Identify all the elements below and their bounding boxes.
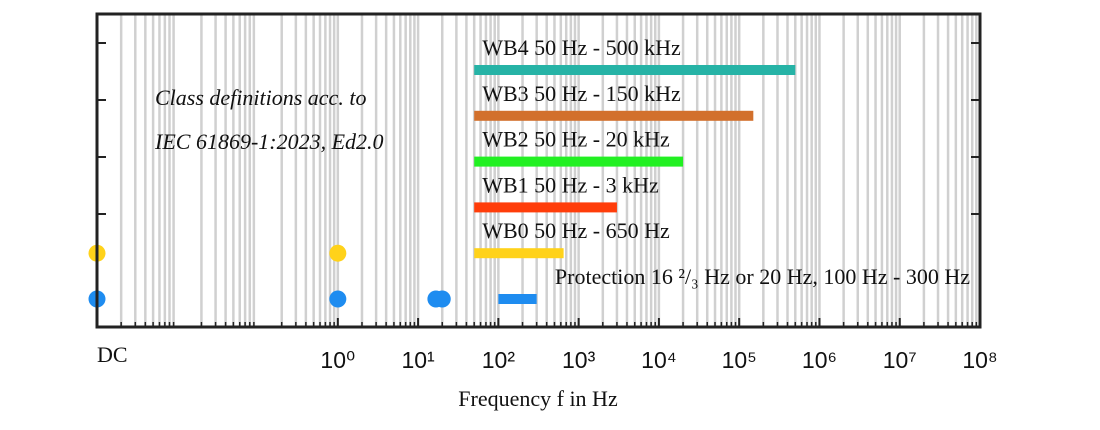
x-axis-label: Frequency f in Hz: [458, 386, 618, 411]
x-tick-label: 10⁵: [722, 347, 757, 373]
range-bar: [474, 65, 796, 75]
x-tick-label: 10⁶: [802, 347, 837, 373]
x-tick-label: 10⁴: [641, 347, 676, 373]
series-label: WB1 50 Hz - 3 kHz: [482, 172, 659, 197]
series-label: WB4 50 Hz - 500 kHz: [482, 35, 681, 60]
x-tick-label: 10⁰: [320, 347, 355, 373]
dc-label: DC: [97, 342, 128, 367]
point: [433, 290, 451, 308]
point: [329, 290, 347, 308]
series-label: WB0 50 Hz - 650 Hz: [482, 218, 670, 243]
annotation: Class definitions acc. to: [155, 85, 366, 110]
x-tick-label: 10³: [562, 347, 596, 373]
range-bar: [498, 294, 537, 304]
plot-frame: [95, 12, 982, 329]
x-tick-label: 10¹: [401, 347, 435, 373]
x-tick-label: 10²: [482, 347, 516, 373]
series-label: WB3 50 Hz - 150 kHz: [482, 81, 681, 106]
series-label: WB2 50 Hz - 20 kHz: [482, 127, 670, 152]
range-bar: [474, 110, 754, 121]
series-label: Protection 16 ²/₃ Hz or 20 Hz, 100 Hz - …: [555, 264, 970, 289]
range-bar: [474, 202, 617, 213]
range-bar: [474, 156, 684, 167]
point: [329, 244, 347, 262]
annotation: IEC 61869-1:2023, Ed2.0: [154, 129, 384, 154]
range-bar: [474, 248, 564, 259]
x-tick-label: 10⁷: [883, 347, 917, 373]
marks: [88, 65, 796, 308]
x-tick-label: 10⁸: [962, 347, 997, 373]
